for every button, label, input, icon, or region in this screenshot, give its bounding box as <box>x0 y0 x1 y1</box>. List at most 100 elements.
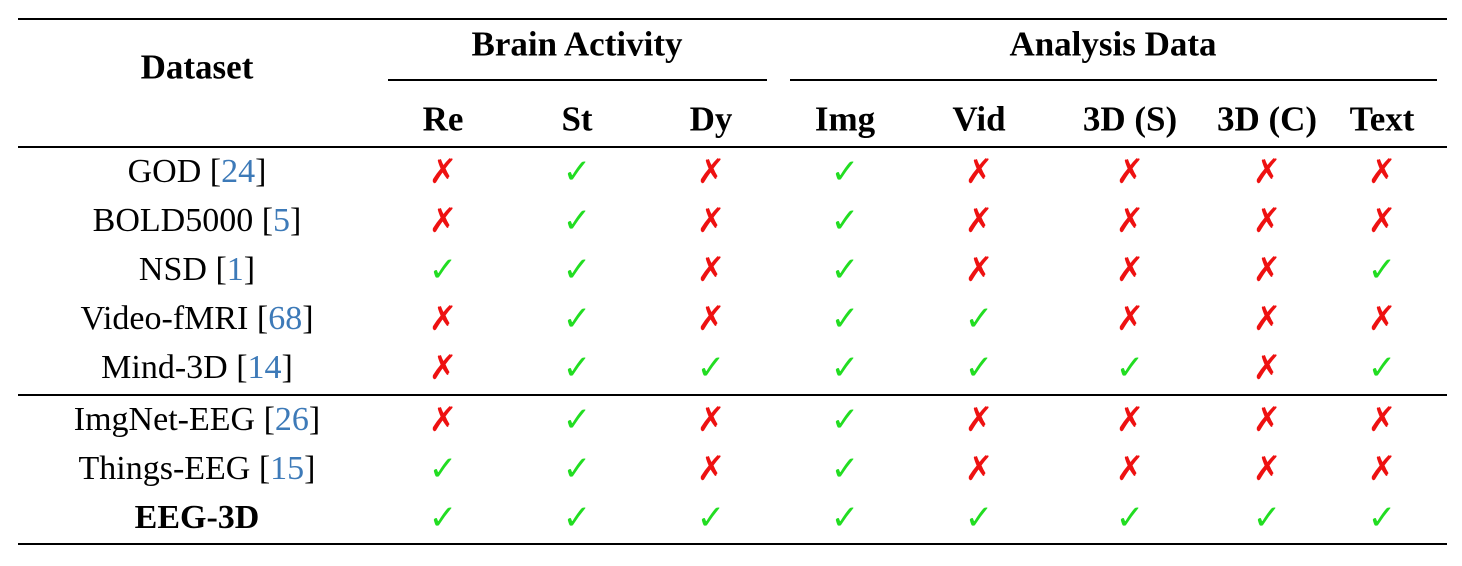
check-mark-icon: ✓ <box>830 201 860 241</box>
check-mark-icon: ✓ <box>562 449 592 489</box>
check-mark-icon: ✓ <box>696 498 726 538</box>
dataset-label: Things-EEG <box>78 450 251 487</box>
cross-mark-icon: ✗ <box>428 152 458 192</box>
cross-mark-icon: ✗ <box>1367 201 1397 241</box>
brain-activity-group-header: Brain Activity <box>471 24 683 64</box>
dataset-label: Mind-3D <box>101 349 228 386</box>
dataset-label: GOD <box>127 153 202 190</box>
cross-mark-icon: ✗ <box>964 400 994 440</box>
table-bottom-rule <box>18 543 1447 545</box>
dataset-name-mind-3d: Mind-3D [14] <box>101 349 293 386</box>
cross-mark-icon: ✗ <box>964 250 994 290</box>
column-header-re: Re <box>422 99 464 139</box>
check-mark-icon: ✓ <box>562 400 592 440</box>
section-separator-rule <box>18 394 1447 396</box>
check-mark-icon: ✓ <box>830 498 860 538</box>
check-mark-icon: ✓ <box>1115 498 1145 538</box>
cross-mark-icon: ✗ <box>1115 449 1145 489</box>
cross-mark-icon: ✗ <box>1252 152 1282 192</box>
check-mark-icon: ✓ <box>964 348 994 388</box>
cross-mark-icon: ✗ <box>1115 201 1145 241</box>
check-mark-icon: ✓ <box>562 250 592 290</box>
check-mark-icon: ✓ <box>964 498 994 538</box>
cross-mark-icon: ✗ <box>1115 299 1145 339</box>
column-header-vid: Vid <box>952 99 1006 139</box>
cross-mark-icon: ✗ <box>428 348 458 388</box>
check-mark-icon: ✓ <box>830 299 860 339</box>
citation-link[interactable]: 68 <box>268 300 303 337</box>
check-mark-icon: ✓ <box>562 299 592 339</box>
cross-mark-icon: ✗ <box>1115 250 1145 290</box>
cross-mark-icon: ✗ <box>1252 201 1282 241</box>
column-header-img: Img <box>814 99 876 139</box>
cross-mark-icon: ✗ <box>696 152 726 192</box>
check-mark-icon: ✓ <box>562 152 592 192</box>
dataset-name-nsd: NSD [1] <box>138 251 256 288</box>
check-mark-icon: ✓ <box>1367 348 1397 388</box>
column-header-3d-s: 3D (S) <box>1082 99 1178 139</box>
analysis-data-group-header: Analysis Data <box>1009 24 1217 64</box>
citation-link[interactable]: 1 <box>226 251 244 288</box>
check-mark-icon: ✓ <box>830 400 860 440</box>
check-mark-icon: ✓ <box>562 201 592 241</box>
check-mark-icon: ✓ <box>830 250 860 290</box>
dataset-name-video-fmri: Video-fMRI [68] <box>80 300 314 337</box>
cross-mark-icon: ✗ <box>1115 152 1145 192</box>
check-mark-icon: ✓ <box>562 498 592 538</box>
header-bottom-rule <box>18 146 1447 148</box>
dataset-name-things-eeg: Things-EEG [15] <box>78 450 316 487</box>
cross-mark-icon: ✗ <box>696 400 726 440</box>
brain-activity-underline <box>388 79 767 81</box>
cross-mark-icon: ✗ <box>696 250 726 290</box>
check-mark-icon: ✓ <box>428 498 458 538</box>
cross-mark-icon: ✗ <box>1367 299 1397 339</box>
check-mark-icon: ✓ <box>562 348 592 388</box>
check-mark-icon: ✓ <box>1367 250 1397 290</box>
citation-link[interactable]: 5 <box>273 202 291 239</box>
check-mark-icon: ✓ <box>696 348 726 388</box>
check-mark-icon: ✓ <box>830 449 860 489</box>
cross-mark-icon: ✗ <box>964 449 994 489</box>
cross-mark-icon: ✗ <box>1367 400 1397 440</box>
column-header-text: Text <box>1349 99 1415 139</box>
check-mark-icon: ✓ <box>428 449 458 489</box>
dataset-label: BOLD5000 <box>92 202 254 239</box>
cross-mark-icon: ✗ <box>696 201 726 241</box>
analysis-data-underline <box>790 79 1437 81</box>
cross-mark-icon: ✗ <box>1115 400 1145 440</box>
cross-mark-icon: ✗ <box>428 201 458 241</box>
citation-link[interactable]: 24 <box>221 153 256 190</box>
cross-mark-icon: ✗ <box>1252 250 1282 290</box>
dataset-name-imgnet-eeg: ImgNet-EEG [26] <box>73 401 321 438</box>
check-mark-icon: ✓ <box>830 152 860 192</box>
citation-link[interactable]: 14 <box>247 349 282 386</box>
cross-mark-icon: ✗ <box>1367 152 1397 192</box>
dataset-name-god: GOD [24] <box>127 153 267 190</box>
check-mark-icon: ✓ <box>830 348 860 388</box>
column-header-st: St <box>561 99 593 139</box>
check-mark-icon: ✓ <box>1252 498 1282 538</box>
cross-mark-icon: ✗ <box>1252 299 1282 339</box>
table-top-rule <box>18 18 1447 20</box>
cross-mark-icon: ✗ <box>1252 348 1282 388</box>
check-mark-icon: ✓ <box>1115 348 1145 388</box>
column-header-3d-c: 3D (C) <box>1216 99 1318 139</box>
citation-link[interactable]: 15 <box>270 450 305 487</box>
dataset-label: EEG-3D <box>134 499 260 536</box>
dataset-label: NSD <box>138 251 207 288</box>
cross-mark-icon: ✗ <box>428 299 458 339</box>
check-mark-icon: ✓ <box>964 299 994 339</box>
dataset-column-header: Dataset <box>140 47 254 87</box>
dataset-name-bold5000: BOLD5000 [5] <box>92 202 302 239</box>
cross-mark-icon: ✗ <box>964 152 994 192</box>
cross-mark-icon: ✗ <box>1367 449 1397 489</box>
cross-mark-icon: ✗ <box>1252 400 1282 440</box>
cross-mark-icon: ✗ <box>428 400 458 440</box>
check-mark-icon: ✓ <box>1367 498 1397 538</box>
cross-mark-icon: ✗ <box>696 299 726 339</box>
check-mark-icon: ✓ <box>428 250 458 290</box>
dataset-label: Video-fMRI <box>80 300 249 337</box>
citation-link[interactable]: 26 <box>274 401 309 438</box>
cross-mark-icon: ✗ <box>964 201 994 241</box>
cross-mark-icon: ✗ <box>696 449 726 489</box>
